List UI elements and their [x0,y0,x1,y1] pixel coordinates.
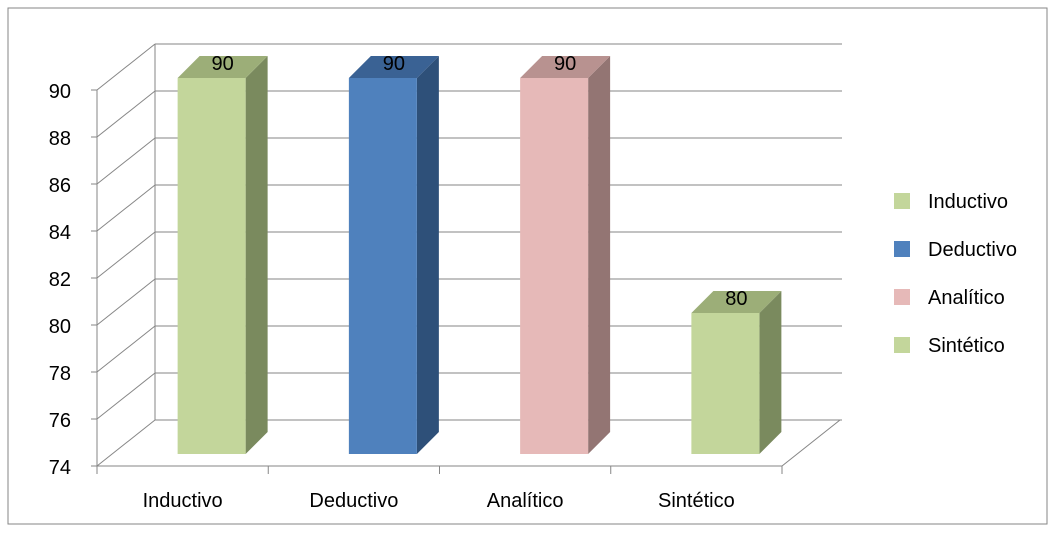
legend-swatch [894,241,910,257]
bar-top [691,291,782,313]
data-label: 90 [383,53,405,75]
data-label: 80 [725,288,747,310]
axes [91,44,842,474]
legend-label: Deductivo [928,239,1017,261]
wall-gridline [96,184,156,232]
bar-inductivo [177,56,268,454]
wall-gridline [96,419,156,467]
legend-label: Analítico [928,287,1005,309]
wall-gridline [96,90,156,138]
x-tick-label: Deductivo [309,490,398,512]
bar-sintético [691,291,782,454]
y-tick-label: 82 [49,269,71,291]
bar-top [520,56,611,78]
data-labels: 90 90 90 80 [212,53,748,310]
y-tick-label: 74 [49,457,71,479]
bar-side [588,56,611,454]
legend-label: Sintético [928,335,1005,357]
wall-gridline [96,325,156,373]
bar-side [416,56,439,454]
x-tick-labels: Inductivo Deductivo Analítico Sintético [143,490,735,512]
bar-top [177,56,268,78]
legend-swatch [894,193,910,209]
legend-swatch [894,337,910,353]
legend-entry: Sintético [894,335,1005,357]
y-tick-label: 90 [49,81,71,103]
bar-deductivo [348,56,439,454]
x-tick-label: Inductivo [143,490,223,512]
bar-front [520,78,589,454]
bar-top [348,56,439,78]
bar-front [348,78,417,454]
y-tick-label: 76 [49,410,71,432]
x-tick-label: Sintético [658,490,735,512]
legend-entry: Analítico [894,287,1005,309]
bars [177,56,782,454]
bar-analítico [520,56,611,454]
wall-gridline [96,137,156,185]
data-label: 90 [554,53,576,75]
y-tick-label: 88 [49,128,71,150]
wall-gridline [96,231,156,279]
wall-gridline [96,372,156,420]
bar-front [177,78,246,454]
legend: Inductivo Deductivo Analítico Sintético [894,191,1017,357]
x-tick-label: Analítico [487,490,564,512]
y-tick-labels: 74 76 78 80 82 84 86 88 90 [49,81,71,479]
y-tick-label: 84 [49,222,71,244]
bar-side [759,291,782,454]
data-label: 90 [212,53,234,75]
wall-gridline [96,278,156,326]
y-tick-label: 78 [49,363,71,385]
y-tick-label: 86 [49,175,71,197]
legend-entry: Inductivo [894,191,1008,213]
wall-gridline [96,43,156,91]
bar-front [691,313,760,454]
legend-label: Inductivo [928,191,1008,213]
legend-swatch [894,289,910,305]
bar-side [245,56,268,454]
y-tick-label: 80 [49,316,71,338]
legend-entry: Deductivo [894,239,1017,261]
